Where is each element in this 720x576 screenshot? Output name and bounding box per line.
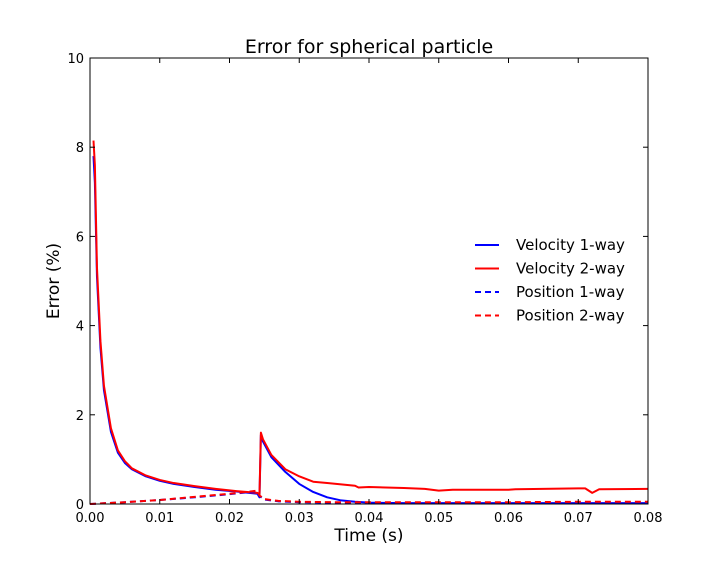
x-tick-label: 0.07 bbox=[564, 511, 593, 526]
x-tick-label: 0.03 bbox=[285, 511, 314, 526]
legend-label: Velocity 1-way bbox=[516, 236, 625, 254]
series-line-1 bbox=[92, 156, 648, 505]
x-tick-label: 0.00 bbox=[76, 511, 105, 526]
legend-label: Position 2-way bbox=[516, 307, 625, 325]
legend-label: Velocity 2-way bbox=[516, 260, 625, 278]
x-tick-label: 0.04 bbox=[355, 511, 384, 526]
chart-title: Error for spherical particle bbox=[245, 36, 493, 58]
x-axis-label: Time (s) bbox=[333, 526, 403, 546]
y-tick-label: 0 bbox=[76, 498, 84, 513]
plot-area bbox=[89, 140, 649, 505]
axis-ticks: 0.00 0.01 0.02 0.03 0.04 0.05 0.06 0.07 0.08 0 2 4 6… bbox=[67, 52, 662, 526]
x-tick-label: 0.02 bbox=[215, 511, 244, 526]
legend-label: Position 1-way bbox=[516, 283, 625, 301]
legend: Velocity 1-way Velocity 2-way Position 1-w… bbox=[475, 236, 625, 325]
x-tick-label: 0.01 bbox=[145, 511, 174, 526]
series-line-2 bbox=[92, 140, 649, 497]
series-line-4 bbox=[89, 489, 648, 505]
x-tick-label: 0.08 bbox=[634, 511, 663, 526]
plot-frame bbox=[89, 57, 649, 505]
y-tick-label: 2 bbox=[76, 409, 84, 424]
y-tick-label: 4 bbox=[76, 320, 84, 335]
y-tick-label: 10 bbox=[67, 52, 84, 67]
y-tick-label: 6 bbox=[76, 230, 84, 245]
y-axis-label: Error (%) bbox=[44, 243, 64, 319]
x-tick-label: 0.06 bbox=[494, 511, 523, 526]
x-tick-label: 0.05 bbox=[424, 511, 453, 526]
y-tick-label: 8 bbox=[76, 141, 84, 156]
